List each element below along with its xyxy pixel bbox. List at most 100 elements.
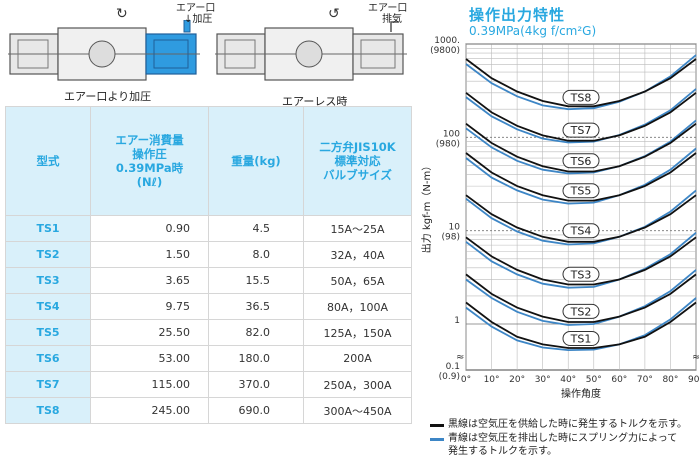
right-diagram-caption: エアーレス時 bbox=[282, 95, 348, 108]
x-tick-label: 50° bbox=[586, 375, 602, 385]
row-air: 1.50 bbox=[90, 241, 209, 268]
series-label-badge bbox=[562, 303, 600, 319]
row-valve: 50A，65A bbox=[303, 267, 412, 294]
legend-blue-text-2: 発生するトルクを示す。 bbox=[448, 446, 557, 457]
series-line-black-ts3 bbox=[465, 236, 697, 286]
header-air-line4: (Nℓ) bbox=[136, 175, 163, 189]
series-label-ts4: TS4 bbox=[570, 225, 592, 238]
y-tick-sublabel: (980) bbox=[436, 139, 460, 149]
header-valve-line1: 二方弁JIS10K bbox=[319, 140, 396, 154]
series-label-ts3: TS3 bbox=[570, 268, 592, 281]
y-axis-label: 出力 kgf-m（N-m） bbox=[420, 161, 433, 253]
rotate-arrow-icon-2: ↺ bbox=[328, 6, 340, 22]
actuator-pressurized-drawing bbox=[8, 19, 200, 81]
row-valve: 300A～450A bbox=[303, 397, 412, 424]
x-axis-label: 操作角度 bbox=[561, 387, 601, 400]
header-air-line2: 操作圧 bbox=[132, 147, 167, 161]
row-weight: 370.0 bbox=[208, 371, 304, 398]
row-air: 245.00 bbox=[90, 397, 209, 424]
row-weight: 4.5 bbox=[208, 215, 304, 242]
series-label-badge bbox=[562, 122, 600, 138]
y-tick-sublabel: (0.9) bbox=[439, 372, 460, 382]
row-model: TS5 bbox=[5, 319, 91, 346]
row-air: 3.65 bbox=[90, 267, 209, 294]
header-weight: 重量(kg) bbox=[208, 106, 304, 216]
row-air: 25.50 bbox=[90, 319, 209, 346]
series-line-black-ts6 bbox=[465, 122, 697, 173]
row-valve: 250A，300A bbox=[303, 371, 412, 398]
axis-break-right: ≈ bbox=[692, 352, 699, 363]
table-row: TS8 245.00 690.0 300A～450A bbox=[5, 397, 412, 424]
header-valve-line2: 標準対応 bbox=[334, 154, 381, 168]
y-tick-sublabel: (98) bbox=[442, 233, 460, 243]
y-tick-label: 1 bbox=[454, 316, 460, 326]
x-tick-label: 20° bbox=[509, 375, 525, 385]
row-weight: 15.5 bbox=[208, 267, 304, 294]
series-label-badge bbox=[562, 153, 600, 169]
row-weight: 690.0 bbox=[208, 397, 304, 424]
series-label-ts2: TS2 bbox=[570, 305, 592, 318]
x-tick-label: 80° bbox=[662, 375, 678, 385]
table-row: TS7 115.00 370.0 250A，300A bbox=[5, 371, 412, 398]
header-model: 型式 bbox=[5, 106, 91, 216]
series-line-blue-ts2 bbox=[465, 269, 697, 326]
header-air-line1: エアー消費量 bbox=[115, 133, 184, 147]
chart-title: 操作出力特性 bbox=[469, 6, 566, 24]
series-line-blue-ts5 bbox=[465, 147, 697, 205]
right-inlet-arrow-sub: 排気 bbox=[382, 14, 402, 25]
chart-subtitle: 0.39MPa(4kg f/cm²G) bbox=[469, 24, 597, 38]
x-tick-label: 0° bbox=[461, 375, 471, 385]
series-line-black-ts2 bbox=[465, 273, 697, 323]
down-arrow-icon: ↓ bbox=[184, 14, 193, 25]
spec-table: 型式 エアー消費量 操作圧 0.39MPa時 (Nℓ) 重量(kg) 二方弁JI… bbox=[5, 106, 412, 424]
row-air: 115.00 bbox=[90, 371, 209, 398]
series-line-blue-ts4 bbox=[465, 189, 697, 246]
header-valve-size: 二方弁JIS10K 標準対応 バルブサイズ bbox=[303, 106, 412, 216]
row-valve: 32A，40A bbox=[303, 241, 412, 268]
series-label-ts8: TS8 bbox=[570, 91, 592, 104]
row-valve: 200A bbox=[303, 345, 412, 372]
x-tick-label: 60° bbox=[611, 375, 627, 385]
legend-blue-swatch bbox=[430, 438, 444, 441]
left-diagram-caption: エアー口より加圧 bbox=[64, 90, 152, 103]
series-label-ts5: TS5 bbox=[570, 185, 592, 198]
x-tick-label: 30° bbox=[535, 375, 551, 385]
row-valve: 125A，150A bbox=[303, 319, 412, 346]
y-tick-label: 100 bbox=[443, 129, 460, 139]
torque-chart: ≈ ≈1000.(9800) 100(980) 10(98) 1 0.1(0.9) 0° 10… bbox=[420, 36, 699, 400]
left-inlet-arrow-sub: ↓加圧 bbox=[184, 14, 212, 25]
series-label-badge bbox=[562, 223, 600, 239]
actuator-airless-drawing bbox=[215, 21, 407, 81]
row-model: TS7 bbox=[5, 371, 91, 398]
actuator-diagram-pressurized bbox=[8, 19, 203, 82]
series-label-badge bbox=[562, 183, 600, 199]
row-weight: 82.0 bbox=[208, 319, 304, 346]
legend-blue-text-1: 青線は空気圧を排出した時にスプリング力によって bbox=[448, 433, 678, 444]
x-tick-label: 70° bbox=[637, 375, 653, 385]
row-model: TS3 bbox=[5, 267, 91, 294]
row-model: TS8 bbox=[5, 397, 91, 424]
table-header-row: 型式 エアー消費量 操作圧 0.39MPa時 (Nℓ) 重量(kg) 二方弁JI… bbox=[5, 106, 412, 216]
row-model: TS6 bbox=[5, 345, 91, 372]
y-tick-label: 0.1 bbox=[446, 362, 460, 372]
series-line-blue-ts7 bbox=[465, 88, 697, 144]
series-label-badge bbox=[562, 89, 600, 105]
row-air: 53.00 bbox=[90, 345, 209, 372]
header-valve-line3: バルブサイズ bbox=[323, 168, 392, 182]
y-tick-sublabel: (9800) bbox=[430, 46, 460, 56]
series-line-black-ts5 bbox=[465, 152, 697, 202]
right-inlet-label: エアー口 bbox=[368, 3, 408, 14]
y-tick-label: 1000. bbox=[434, 36, 460, 46]
row-weight: 180.0 bbox=[208, 345, 304, 372]
row-model: TS4 bbox=[5, 293, 91, 320]
right-inlet-sub: 排気 bbox=[382, 14, 402, 25]
series-label-ts1: TS1 bbox=[570, 332, 592, 345]
table-row: TS4 9.75 36.5 80A，100A bbox=[5, 293, 412, 320]
row-weight: 36.5 bbox=[208, 293, 304, 320]
y-tick-label: 10 bbox=[449, 223, 461, 233]
row-valve: 80A，100A bbox=[303, 293, 412, 320]
series-line-black-ts7 bbox=[465, 92, 697, 142]
row-model: TS1 bbox=[5, 215, 91, 242]
series-line-blue-ts1 bbox=[465, 297, 697, 352]
left-inlet-label: エアー口 bbox=[176, 3, 216, 14]
